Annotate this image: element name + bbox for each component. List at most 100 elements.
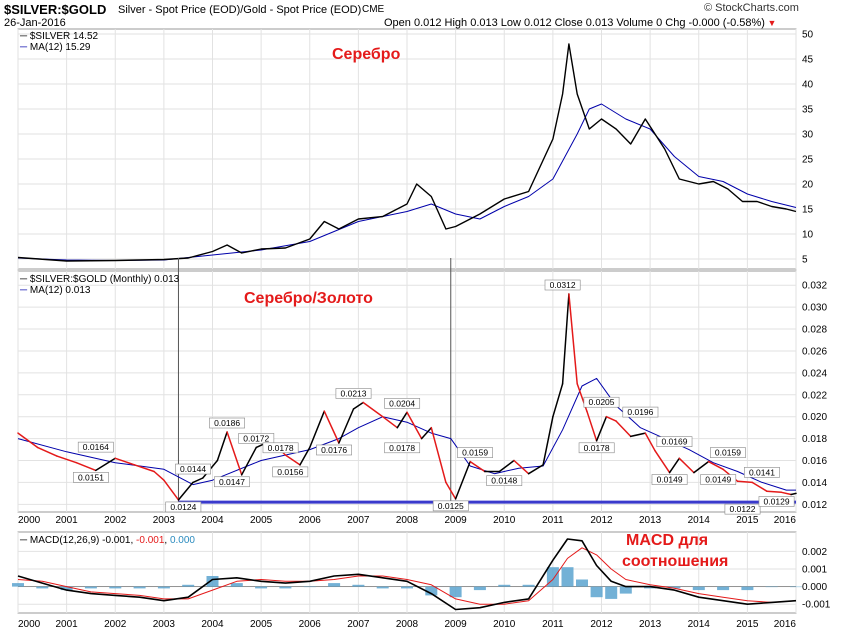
- ratio-segment: [561, 293, 570, 385]
- data-label: 0.0149: [705, 475, 731, 485]
- ratio-segment: [542, 415, 554, 466]
- ratio-segment: [75, 461, 97, 472]
- x-tick-label: 2000: [18, 515, 41, 526]
- data-label: 0.0312: [550, 280, 576, 290]
- data-label-box: [316, 444, 352, 456]
- x-tick-label: 2009: [445, 515, 468, 526]
- macd-histogram-bar: [449, 586, 462, 598]
- macd-histogram-bar: [522, 584, 535, 587]
- ratio-segment: [693, 460, 710, 474]
- macd-histogram-bar: [376, 586, 389, 589]
- ratio-y-tick-label: 0.032: [802, 281, 827, 292]
- x-tick-label: 2011: [542, 619, 564, 630]
- macd-histogram-bar: [741, 586, 754, 591]
- symbol-description: Silver - Spot Price (EOD)/Gold - Spot Pr…: [118, 4, 362, 16]
- data-label: 0.0178: [268, 443, 294, 453]
- x-tick-label: 2003: [153, 619, 176, 630]
- macd-histogram-bar: [133, 586, 146, 589]
- data-label-box: [238, 433, 275, 444]
- data-label: 0.0196: [627, 407, 653, 417]
- ratio-y-tick-label: 0.028: [802, 325, 827, 336]
- ratio-segment: [95, 457, 117, 472]
- ratio-segment: [153, 470, 165, 481]
- ratio-y-tick-label: 0.016: [802, 456, 827, 467]
- macd-histogram-bar: [473, 586, 486, 591]
- ratio-segment: [513, 459, 530, 475]
- data-label: 0.0159: [462, 448, 488, 458]
- macd-histogram-bar: [36, 586, 49, 589]
- ratio-segment: [381, 415, 399, 429]
- macd-histogram-bar: [644, 586, 657, 589]
- data-label: 0.0178: [389, 443, 415, 453]
- x-tick-label: 2005: [250, 515, 273, 526]
- silver-y-tick-label: 25: [802, 155, 814, 166]
- stockcharts-logo[interactable]: © StockCharts.com: [704, 2, 799, 14]
- ratio-segment: [420, 426, 433, 440]
- x-tick-label: 2007: [347, 619, 370, 630]
- x-tick-label: 2001: [56, 619, 79, 630]
- ratio-segment: [568, 293, 578, 385]
- silver-ma-line: [17, 103, 797, 261]
- macd-line-swatch-icon: ─: [20, 535, 28, 546]
- x-tick-label: 2006: [299, 619, 322, 630]
- data-label: 0.0144: [180, 464, 206, 474]
- macd-histogram-bar: [109, 586, 122, 589]
- ratio-segment: [629, 432, 647, 438]
- data-label: 0.0213: [341, 388, 367, 398]
- x-tick-label: 2014: [688, 515, 711, 526]
- macd-y-tick-label: -0.001: [802, 600, 831, 611]
- ratio-segment: [644, 432, 656, 452]
- data-label: 0.0172: [243, 433, 269, 443]
- down-triangle-icon: ▼: [764, 18, 777, 28]
- macd-histogram-bar: [352, 584, 365, 587]
- macd-histogram-bar: [328, 583, 341, 587]
- x-tick-label: 2001: [56, 515, 79, 526]
- ratio-segment: [780, 491, 792, 496]
- x-tick-label: 2016: [774, 515, 797, 526]
- silver-legend-text: $SILVER 14.52: [29, 31, 99, 42]
- ratio-segment: [17, 432, 39, 449]
- silver-ma-legend-text: MA(12) 15.29: [29, 42, 91, 53]
- ratio-segment: [338, 408, 355, 444]
- data-label-box: [272, 466, 309, 478]
- data-label-box: [209, 417, 245, 429]
- data-label-box: [651, 474, 688, 485]
- data-label-box: [384, 398, 421, 409]
- data-label-box: [384, 442, 421, 454]
- ratio-y-tick-label: 0.030: [802, 303, 827, 314]
- macd-legend-name: MACD(12,26,9): [29, 535, 100, 546]
- x-tick-label: 2003: [153, 515, 176, 526]
- macd-legend-value: -0.001: [102, 535, 131, 546]
- x-tick-label: 2006: [299, 515, 322, 526]
- data-label-box: [622, 406, 659, 418]
- data-label: 0.0125: [438, 501, 464, 511]
- x-tick-label: 2007: [347, 515, 370, 526]
- ratio-segment: [406, 411, 423, 440]
- ratio-y-tick-label: 0.012: [802, 500, 827, 511]
- ratio-segment: [114, 457, 136, 466]
- data-label: 0.0204: [389, 398, 415, 408]
- data-label: 0.0122: [730, 504, 756, 514]
- macd-histogram-bar: [84, 586, 97, 589]
- x-tick-label: 2012: [590, 515, 613, 526]
- silver-y-tick-label: 50: [802, 30, 814, 41]
- data-label-box: [432, 500, 469, 512]
- data-label: 0.0159: [715, 448, 741, 458]
- data-label-box: [700, 474, 737, 485]
- silver-legend: ─ $SILVER 14.52 ─ MA(12) 15.29: [20, 31, 98, 53]
- macd-histogram-bar: [765, 586, 778, 588]
- data-label-box: [656, 436, 693, 447]
- data-label: 0.0129: [764, 496, 790, 506]
- x-tick-label: 2016: [774, 619, 797, 630]
- ratio-y-tick-label: 0.018: [802, 434, 827, 445]
- ratio-segment: [226, 431, 243, 476]
- macd-signal-line: [17, 547, 797, 605]
- macd-histogram-bar: [790, 586, 802, 588]
- macd-y-tick-label: 0.002: [802, 547, 827, 558]
- ratio-segment: [678, 457, 695, 474]
- macd-histogram-bar: [590, 586, 603, 598]
- ratio-segment: [707, 460, 724, 471]
- silver-y-tick-label: 30: [802, 130, 814, 141]
- data-label: 0.0149: [657, 475, 683, 485]
